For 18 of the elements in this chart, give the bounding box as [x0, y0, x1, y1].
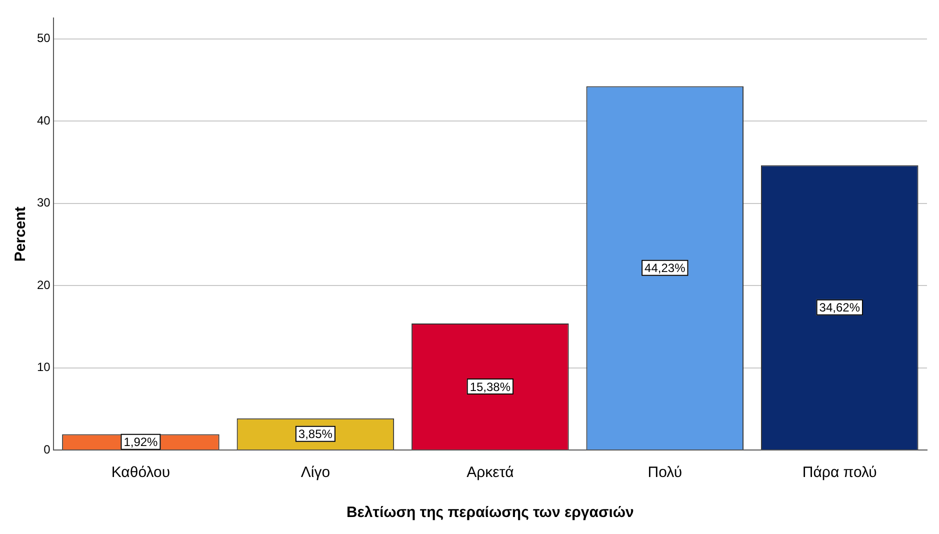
data-label: 3,85%: [298, 427, 333, 442]
y-tick-label: 0: [44, 442, 51, 456]
x-tick-label: Λίγο: [300, 464, 330, 482]
data-label: 1,92%: [124, 435, 158, 450]
data-label: 44,23%: [644, 261, 686, 276]
x-tick-label: Πολύ: [648, 464, 682, 482]
x-tick-label: Καθόλου: [111, 464, 170, 482]
data-label: 15,38%: [470, 380, 511, 394]
x-tick-label: Αρκετά: [466, 464, 514, 482]
data-label: 34,62%: [819, 300, 860, 315]
y-tick-label: 30: [36, 196, 51, 210]
y-tick-label: 10: [36, 360, 51, 374]
y-tick-label: 20: [36, 278, 51, 292]
y-axis-title: Percent: [12, 206, 30, 262]
x-axis-title: Βελτίωση της περαίωσης των εργασιών: [346, 504, 634, 522]
y-tick-label: 40: [36, 113, 51, 128]
x-tick-label: Πάρα πολύ: [802, 464, 877, 482]
y-tick-label: 50: [36, 31, 51, 46]
